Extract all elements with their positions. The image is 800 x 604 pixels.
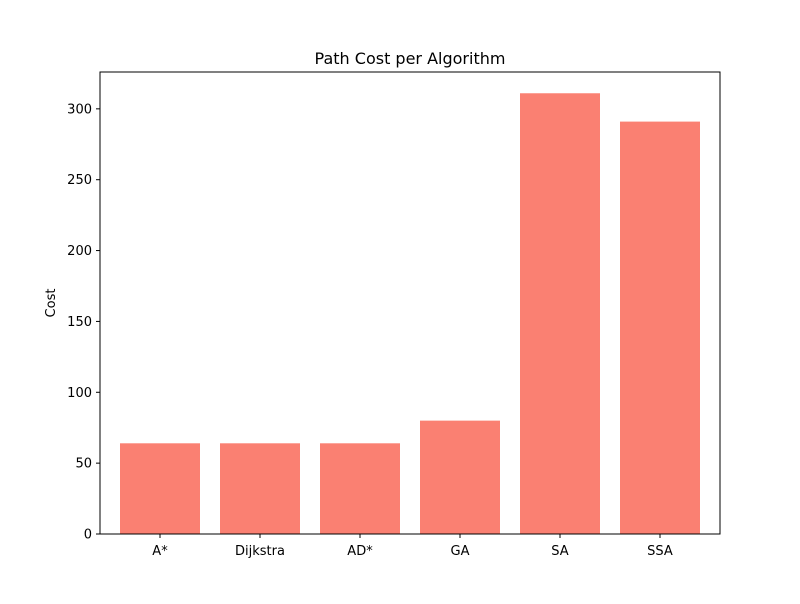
x-axis-ticks: A* Dijkstra AD* GA SA SSA <box>152 534 673 559</box>
bars-group <box>120 93 700 534</box>
y-tick-label: 300 <box>67 102 92 117</box>
x-tick-label: AD* <box>347 544 373 559</box>
bar-adstar <box>320 443 400 534</box>
plot-area-frame <box>99 71 721 535</box>
x-tick-label: SA <box>551 544 568 559</box>
bar-ga <box>420 420 500 534</box>
y-tick-label: 100 <box>67 386 92 401</box>
bar-astar <box>120 443 200 534</box>
y-tick-label: 150 <box>67 315 92 330</box>
x-tick-label: GA <box>451 544 470 559</box>
y-tick-label: 0 <box>84 528 92 543</box>
y-axis-ticks: 0 50 100 150 200 250 300 <box>67 102 100 543</box>
y-tick-label: 50 <box>75 457 92 472</box>
bar-sa <box>520 93 600 534</box>
bar-dijkstra <box>220 443 300 534</box>
x-tick-label: SSA <box>647 544 673 559</box>
bar-ssa <box>620 121 700 534</box>
y-axis-label: Cost <box>44 289 59 318</box>
y-tick-label: 200 <box>67 244 92 259</box>
x-tick-label: A* <box>152 544 168 559</box>
x-tick-label: Dijkstra <box>235 544 285 559</box>
y-tick-label: 250 <box>67 173 92 188</box>
chart-title: Path Cost per Algorithm <box>315 49 506 68</box>
